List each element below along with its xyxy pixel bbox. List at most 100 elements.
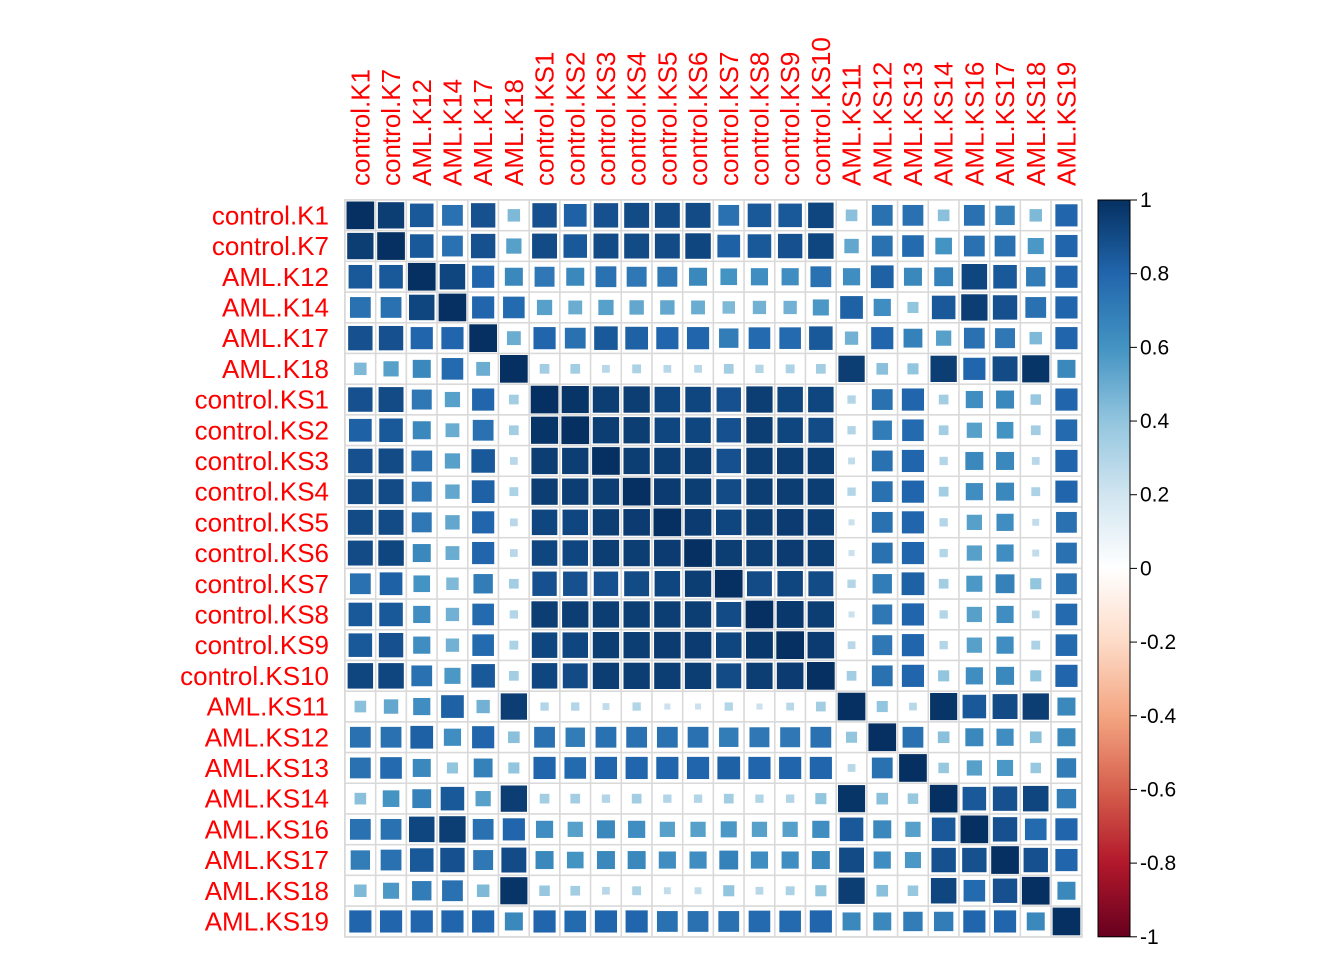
cell-value xyxy=(783,300,797,315)
cell-value xyxy=(470,203,496,228)
cell-value xyxy=(686,327,710,350)
cell-value xyxy=(444,453,461,469)
cell-value xyxy=(838,877,865,904)
cell-value xyxy=(962,694,987,719)
cell-value xyxy=(539,364,550,374)
cell-value xyxy=(1055,634,1078,656)
cell-value xyxy=(654,202,680,228)
cell-value xyxy=(1056,758,1077,778)
cell-value xyxy=(530,385,559,414)
cell-value xyxy=(994,235,1016,257)
cell-value xyxy=(992,786,1018,811)
cell-value xyxy=(870,265,894,289)
column-label: control.KS3 xyxy=(591,52,621,186)
cell-value xyxy=(995,574,1015,594)
cell-value xyxy=(904,852,921,869)
cell-value xyxy=(685,417,711,443)
cell-value xyxy=(654,447,681,475)
cell-value xyxy=(684,631,712,659)
cell-value xyxy=(562,632,588,658)
cell-value xyxy=(905,821,921,837)
colorbar-tick-label: 0.6 xyxy=(1140,336,1169,359)
cell-value xyxy=(965,451,984,470)
cell-value xyxy=(907,363,919,375)
cell-value xyxy=(540,702,549,711)
cell-value xyxy=(1031,457,1040,465)
cell-value xyxy=(348,264,373,289)
cell-value xyxy=(746,509,773,536)
cell-value xyxy=(383,361,399,377)
cell-value xyxy=(930,692,958,721)
cell-value xyxy=(348,448,373,474)
cell-value xyxy=(997,759,1014,776)
cell-value xyxy=(411,389,432,410)
cell-value xyxy=(963,327,985,349)
cell-value xyxy=(509,578,519,589)
cell-value xyxy=(444,667,461,684)
cell-value xyxy=(531,601,558,628)
cell-value xyxy=(445,423,460,438)
cell-value xyxy=(750,851,769,869)
cell-value xyxy=(658,851,676,869)
cell-value xyxy=(901,541,925,565)
cell-value xyxy=(533,327,556,350)
cell-value xyxy=(563,234,588,258)
cell-value xyxy=(628,820,646,838)
cell-value xyxy=(594,756,618,780)
cell-value xyxy=(535,851,554,870)
cell-value xyxy=(781,851,799,869)
cell-value xyxy=(378,448,404,474)
cell-value xyxy=(378,479,404,505)
cell-value xyxy=(348,602,373,627)
cell-value xyxy=(379,602,403,627)
cell-value xyxy=(354,884,367,897)
cell-value xyxy=(901,603,925,626)
cell-value xyxy=(873,912,892,931)
cell-value xyxy=(472,296,495,319)
cell-value xyxy=(570,364,581,374)
cell-value xyxy=(992,356,1018,382)
cell-value xyxy=(873,298,891,317)
cell-value xyxy=(1031,640,1041,650)
row-label: control.KS7 xyxy=(195,569,329,599)
cell-value xyxy=(1031,610,1040,619)
cell-value xyxy=(412,421,431,440)
column-label: control.KS7 xyxy=(714,52,744,186)
cell-value xyxy=(349,573,371,595)
cell-value xyxy=(717,756,741,780)
cell-value xyxy=(379,572,403,596)
cell-value xyxy=(539,793,550,804)
cell-value xyxy=(592,539,620,567)
colorbar-tick-label: 0 xyxy=(1140,557,1152,580)
cell-value xyxy=(502,818,525,841)
cell-value xyxy=(1029,731,1042,744)
cell-value xyxy=(441,910,464,933)
cell-value xyxy=(901,511,925,534)
cell-value xyxy=(504,267,523,286)
cell-value xyxy=(601,794,611,803)
cell-value xyxy=(779,327,801,349)
cell-value xyxy=(747,234,772,258)
cell-value xyxy=(938,486,949,497)
cell-value xyxy=(476,699,490,714)
cell-value xyxy=(409,848,434,872)
cell-value xyxy=(627,851,646,870)
cell-value xyxy=(718,911,740,932)
cell-value xyxy=(907,793,919,804)
cell-value xyxy=(663,364,672,373)
cell-value xyxy=(966,760,982,776)
cell-value xyxy=(901,388,925,411)
cell-value xyxy=(378,663,404,689)
cell-value xyxy=(996,728,1014,746)
cell-value xyxy=(380,818,402,840)
cell-value xyxy=(992,878,1018,903)
cell-value xyxy=(936,330,952,346)
cell-value xyxy=(625,910,648,933)
cell-value xyxy=(663,794,672,803)
cell-value xyxy=(348,418,372,442)
cell-value xyxy=(592,386,620,413)
cell-value xyxy=(625,756,648,780)
cell-value xyxy=(871,511,893,533)
cell-value xyxy=(500,693,528,720)
cell-value xyxy=(594,910,618,933)
